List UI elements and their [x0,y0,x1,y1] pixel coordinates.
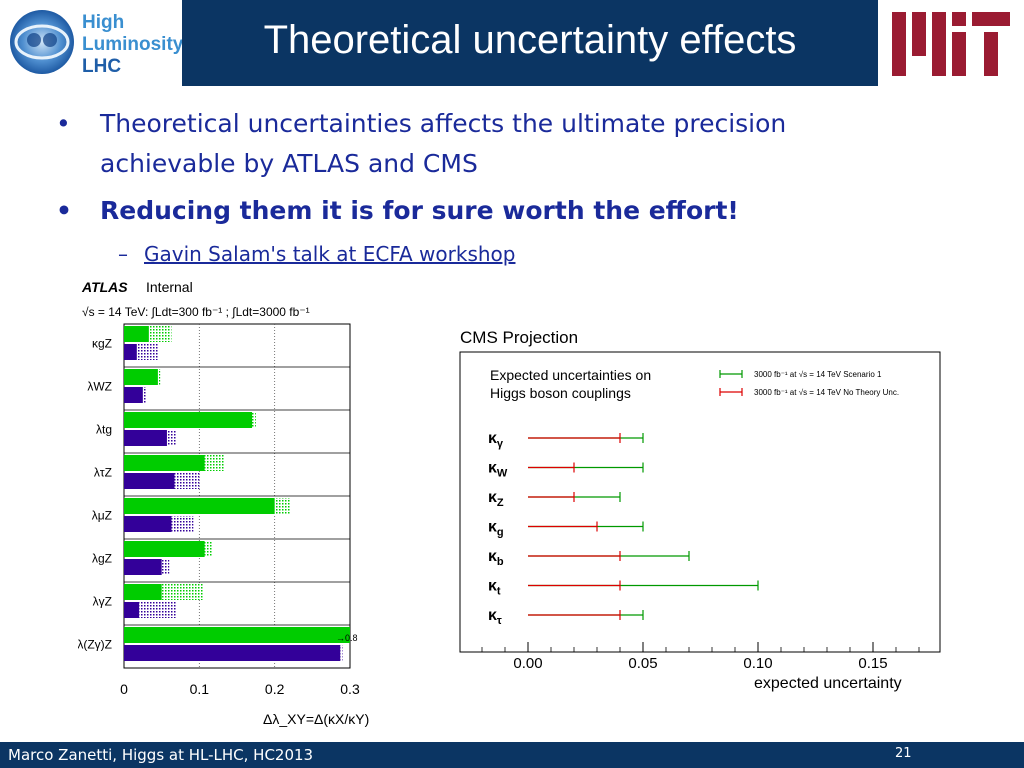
footer-text: Marco Zanetti, Higgs at HL-LHC, HC2013 [8,746,314,764]
bullet-1: • Theoretical uncertainties affects the … [56,104,876,184]
bullet-dot: • [56,196,72,225]
cms-xtick: 0.10 [743,655,772,672]
slide-footer: Marco Zanetti, Higgs at HL-LHC, HC2013 2… [0,742,1024,768]
cms-plot-area [460,433,940,653]
bullet-2-text: Reducing them it is for sure worth the e… [100,196,739,225]
cms-title: CMS Projection [460,328,578,347]
cms-category-label: κt [488,578,501,598]
atlas-bar-green [124,412,253,428]
mit-logo-graphic [892,12,1010,76]
cms-xlabel: expected uncertainty [754,675,902,692]
cms-xtick: 0.00 [513,655,542,672]
atlas-tick-labels: 0 0.1 0.2 0.3 [120,681,360,697]
atlas-bar-blue [124,645,341,661]
atlas-conditions: √s = 14 TeV: ∫Ldt=300 fb⁻¹ ; ∫Ldt=3000 f… [82,305,310,319]
logo-line-3: LHC [82,56,121,77]
bullet-dot: • [56,109,71,138]
atlas-category-label: λμZ [92,509,112,523]
atlas-bar-blue [124,602,140,618]
atlas-bar-green [124,541,205,557]
atlas-category-label: κgZ [92,337,112,351]
atlas-bar-blue [124,516,172,532]
atlas-bar-green [124,369,158,385]
atlas-xtick: 0.1 [190,681,210,697]
cms-legend-title-1: Expected uncertainties on [490,367,651,383]
atlas-category-label: λ(Zγ)Z [78,638,112,652]
title-bar: Theoretical uncertainty effects [182,0,878,86]
cms-category-label: κW [488,460,508,480]
cms-chart: CMS Projection Expected uncertainties on… [459,328,941,692]
cms-legend-title-2: Higgs boson couplings [490,385,631,401]
cms-category-label: κγ [488,430,504,450]
atlas-bar-green [124,584,162,600]
atlas-bar-green [124,455,205,471]
atlas-category-label: λtg [96,423,112,437]
atlas-bar-blue [124,430,167,446]
atlas-category-label: λγZ [93,595,112,609]
atlas-internal-label: Internal [146,279,193,295]
atlas-bar-green [124,627,350,643]
cms-legend-label: 3000 fb⁻¹ at √s = 14 TeV Scenario 1 [754,370,882,379]
atlas-xtick: 0.3 [340,681,360,697]
atlas-category-labels: κgZ λWZ λtg λτZ λμZ λgZ λγZ λ(Zγ)Z [78,337,112,652]
slide-header: High Luminosity LHC Theoretical uncertai… [0,0,1024,86]
cms-category-label: κτ [488,607,502,627]
atlas-bar-green [124,498,275,514]
bullet-2: • Reducing them it is for sure worth the… [56,196,876,225]
logo-line-1: High [82,12,124,33]
cms-category-label: κg [488,519,504,539]
cms-tick-labels: 0.00 0.05 0.10 0.15 [513,655,887,672]
ecfa-talk-link[interactable]: Gavin Salam's talk at ECFA workshop [144,242,516,266]
atlas-brand: ATLAS [81,279,128,295]
atlas-category-label: λτZ [94,466,112,480]
atlas-chart: ATLAS Internal √s = 14 TeV: ∫Ldt=300 fb⁻… [78,279,369,727]
atlas-bar-blue [124,344,137,360]
cms-category-label: κb [488,548,504,568]
atlas-bar-green [124,326,149,342]
cms-category-labels: κγ κW κZ κg κb κt κτ [488,430,508,627]
bullet-1-text: Theoretical uncertainties affects the ul… [100,109,787,178]
atlas-annotation: →0.8 [336,633,358,643]
atlas-bar-blue [124,473,175,489]
cms-legend-label: 3000 fb⁻¹ at √s = 14 TeV No Theory Unc. [754,388,899,397]
atlas-category-label: λWZ [87,380,112,394]
slide-title: Theoretical uncertainty effects [263,18,797,62]
cms-xtick: 0.05 [628,655,657,672]
cms-legend: 3000 fb⁻¹ at √s = 14 TeV Scenario 1 3000 … [719,370,899,397]
mit-logo [878,0,1024,86]
logo-line-2: Luminosity [82,34,182,55]
atlas-xtick: 0 [120,681,128,697]
cms-xtick: 0.15 [858,655,887,672]
atlas-xlabel: Δλ_XY=Δ(κX/κY) [263,711,369,727]
hl-lhc-logo: High Luminosity LHC [0,0,184,86]
atlas-xtick: 0.2 [265,681,285,697]
atlas-plot-area [123,323,351,669]
atlas-bar-blue [124,559,162,575]
cms-category-label: κZ [488,489,504,509]
sub-bullet: – Gavin Salam's talk at ECFA workshop [118,242,515,266]
hl-lhc-logo-graphic: High Luminosity LHC [10,10,184,77]
atlas-bar-blue [124,387,143,403]
sub-bullet-dash: – [118,242,128,266]
slide-number: 21 [895,746,912,761]
atlas-category-label: λgZ [92,552,112,566]
